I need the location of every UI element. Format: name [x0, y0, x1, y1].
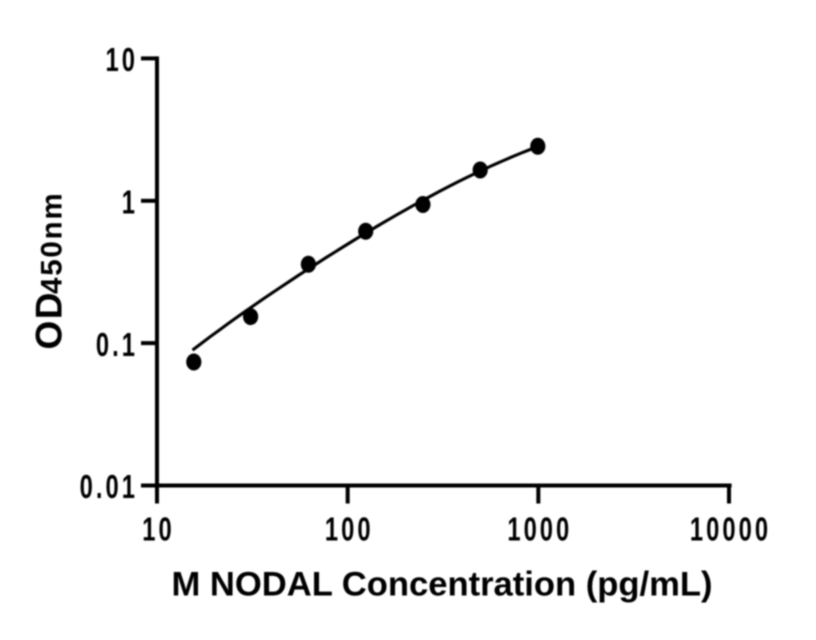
svg-text:0.1: 0.1 — [96, 327, 138, 364]
svg-text:M NODAL Concentration (pg/mL): M NODAL Concentration (pg/mL) — [171, 566, 712, 604]
svg-text:1: 1 — [122, 185, 138, 222]
svg-text:10000: 10000 — [690, 512, 771, 549]
svg-text:OD450nm: OD450nm — [29, 192, 70, 350]
svg-text:100: 100 — [325, 512, 374, 549]
svg-text:10: 10 — [106, 42, 138, 79]
svg-text:10: 10 — [142, 512, 174, 549]
svg-text:1000: 1000 — [507, 512, 572, 549]
svg-text:0.01: 0.01 — [80, 470, 138, 507]
